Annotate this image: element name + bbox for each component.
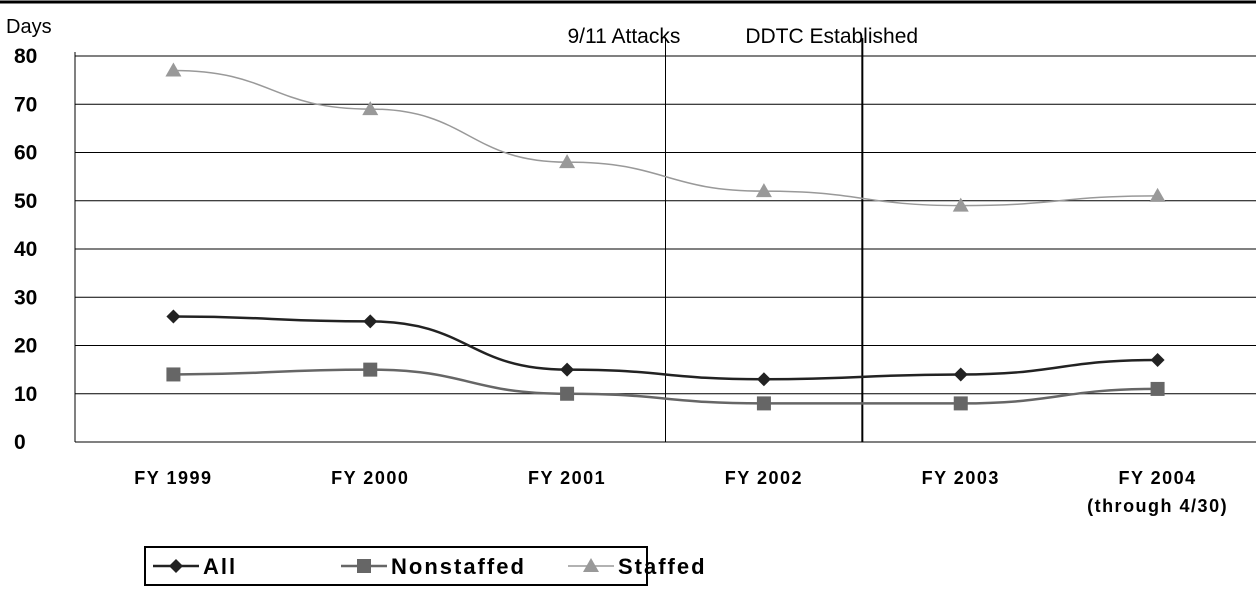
data-point-square — [166, 367, 181, 382]
x-tick-label: FY 2004 — [1118, 468, 1196, 488]
legend-label: Staffed — [618, 554, 707, 579]
y-tick-label: 20 — [14, 335, 37, 358]
series-line — [173, 368, 1158, 405]
y-tick-label: 10 — [14, 383, 37, 406]
y-tick-label: 40 — [14, 238, 37, 261]
series-line — [173, 315, 1158, 381]
data-point-diamond — [756, 372, 771, 387]
series — [165, 62, 1166, 411]
legend-box — [144, 546, 648, 586]
series-line — [173, 69, 1158, 207]
data-point-square — [1150, 381, 1165, 396]
data-point-square — [357, 559, 371, 573]
data-point-triangle — [362, 101, 379, 116]
data-point-diamond — [1150, 352, 1165, 367]
data-point-triangle — [583, 558, 599, 572]
legend-label: Nonstaffed — [391, 554, 526, 579]
y-tick-label: 70 — [14, 93, 37, 116]
x-tick-label: FY 2000 — [331, 468, 409, 488]
data-point-triangle — [1149, 187, 1166, 202]
data-point-diamond — [363, 314, 378, 329]
data-point-diamond — [953, 367, 968, 382]
data-point-triangle — [952, 197, 969, 212]
x-tick-label: FY 2001 — [528, 468, 606, 488]
data-point-triangle — [755, 183, 772, 198]
y-tick-label: 50 — [14, 190, 37, 213]
data-point-square — [363, 362, 378, 377]
y-tick-label: 0 — [14, 431, 26, 454]
legend: All Nonstaffed Staffed — [144, 546, 707, 586]
annotations: 9/11 Attacks DDTC Established — [568, 25, 918, 442]
event-label: DDTC Established — [745, 25, 918, 48]
y-tick-label: 60 — [14, 142, 37, 165]
data-point-triangle — [165, 62, 182, 77]
data-point-diamond — [166, 309, 181, 324]
x-tick-sublabel: (through 4/30) — [1087, 496, 1228, 516]
x-tick-label: FY 1999 — [134, 468, 212, 488]
data-point-diamond — [560, 362, 575, 377]
event-label: 9/11 Attacks — [568, 25, 681, 48]
data-point-diamond — [169, 559, 183, 573]
x-tick-label: FY 2002 — [725, 468, 803, 488]
data-point-square — [953, 396, 968, 411]
data-point-square — [756, 396, 771, 411]
y-tick-label: 30 — [14, 286, 37, 309]
y-tick-label: 80 — [14, 45, 37, 68]
x-tick-label: FY 2003 — [922, 468, 1000, 488]
y-axis-title: Days — [6, 16, 52, 38]
data-point-square — [560, 386, 575, 401]
axes: 0 10 20 30 40 50 60 70 80 Days FY 1999 FY 2000 FY 20… — [6, 16, 1256, 516]
data-point-triangle — [559, 154, 576, 169]
legend-label: All — [203, 554, 237, 579]
